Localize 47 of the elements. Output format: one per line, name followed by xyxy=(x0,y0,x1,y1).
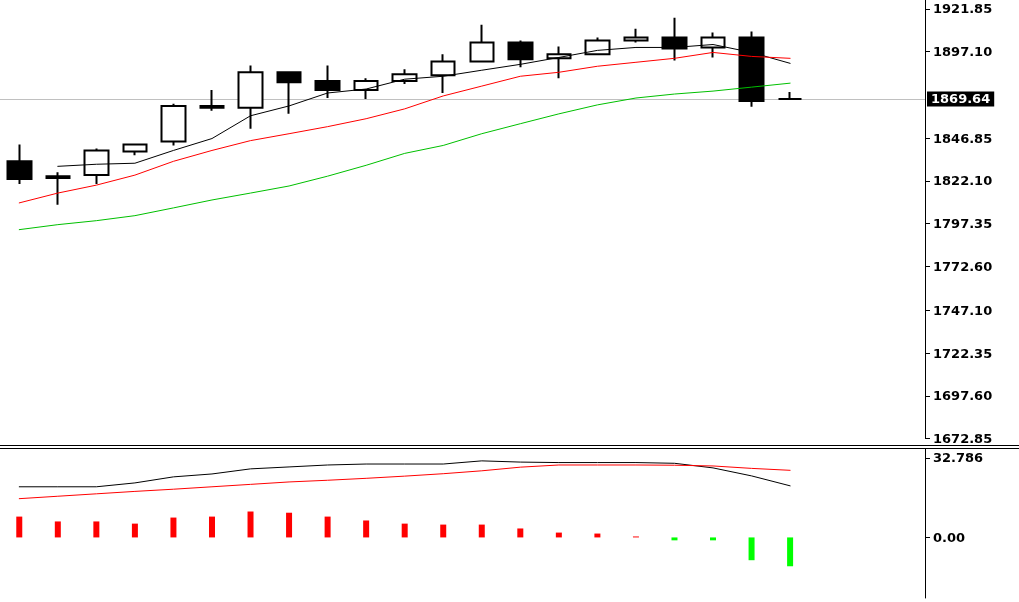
line-series xyxy=(18,82,791,231)
candlestick xyxy=(160,102,187,147)
bar xyxy=(710,537,717,541)
y-tick-label: 1672.85 xyxy=(933,431,993,446)
bar xyxy=(208,516,215,538)
bar xyxy=(517,528,524,538)
bar xyxy=(748,537,755,561)
bar xyxy=(247,511,254,538)
candlestick xyxy=(623,27,649,44)
y-tick-label: 1897.10 xyxy=(933,44,993,60)
candlestick xyxy=(45,171,71,206)
y-tick-label: 1797.35 xyxy=(933,216,993,232)
candlestick xyxy=(6,143,33,186)
candlestick xyxy=(430,53,456,94)
line-series xyxy=(18,464,791,500)
y-tick-label: 0.00 xyxy=(933,529,966,545)
bar xyxy=(363,520,370,538)
candlestick xyxy=(237,64,264,130)
bar xyxy=(324,516,331,538)
ref-line-label: 1869.64 xyxy=(931,91,991,107)
y-tick-label: 1747.10 xyxy=(933,302,993,318)
y-tick-label: 32.786 xyxy=(933,450,984,466)
bar xyxy=(93,521,100,538)
bar xyxy=(478,524,485,538)
candlestick xyxy=(122,143,148,157)
bar xyxy=(54,521,61,538)
candlestick xyxy=(777,90,803,102)
line-series xyxy=(18,51,791,204)
bar xyxy=(170,517,177,538)
y-tick-label: 1722.35 xyxy=(933,345,993,361)
bar xyxy=(787,537,794,567)
y-tick-label: 1846.85 xyxy=(933,130,993,146)
candlestick xyxy=(199,89,225,112)
bar xyxy=(286,512,293,538)
y-tick-label: 1822.10 xyxy=(933,173,993,189)
bar xyxy=(401,523,408,538)
bar xyxy=(16,516,23,538)
bar xyxy=(440,524,447,538)
candlestick xyxy=(314,64,341,99)
y-tick-label: 1921.85 xyxy=(933,1,993,17)
line-series xyxy=(18,460,791,488)
bar xyxy=(131,523,138,538)
y-tick-label: 1697.60 xyxy=(933,388,993,404)
bar xyxy=(671,537,678,541)
candlestick xyxy=(276,71,302,115)
candlestick xyxy=(469,23,495,64)
y-tick-label: 1772.60 xyxy=(933,258,993,274)
